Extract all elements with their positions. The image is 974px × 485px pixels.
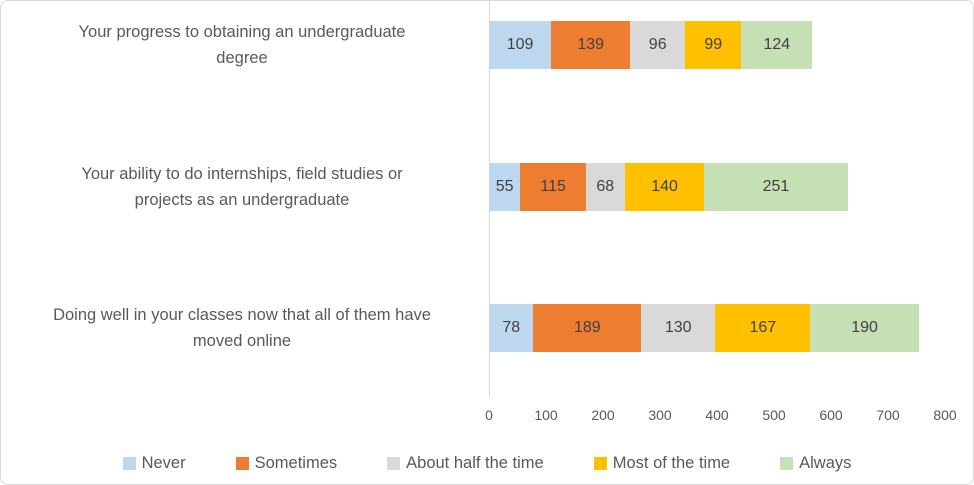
x-axis-tick-label: 100 (534, 407, 558, 423)
bar-segment-about-half-the-time: 96 (630, 21, 686, 69)
bar-segment-most-of-the-time: 167 (715, 304, 811, 352)
bar-segment-about-half-the-time: 130 (641, 304, 716, 352)
legend-label: Sometimes (254, 454, 338, 472)
data-label: 130 (664, 319, 692, 336)
category-label: Your ability to do internships, field st… (81, 165, 403, 209)
x-axis-tick-label: 400 (705, 407, 729, 423)
legend-item-about-half-the-time: About half the time (387, 454, 544, 473)
legend-label: About half the time (406, 454, 544, 472)
legend-label: Never (141, 454, 186, 472)
bar-segment-always: 251 (704, 163, 848, 211)
legend-item-always: Always (780, 454, 851, 473)
legend-item-sometimes: Sometimes (235, 454, 338, 473)
x-axis-tick-label: 600 (819, 407, 843, 423)
data-label: 189 (573, 319, 601, 336)
stacked-bar: 55 115 68 140 251 (489, 163, 848, 211)
bar-segment-always: 190 (810, 304, 919, 352)
legend-swatch-icon (593, 457, 607, 470)
data-label: 190 (851, 319, 878, 336)
x-axis-tick-label: 200 (591, 407, 615, 423)
x-axis-tick-label: 500 (762, 407, 786, 423)
bar-segment-most-of-the-time: 99 (685, 21, 742, 69)
data-label: 96 (648, 36, 667, 53)
legend-swatch-icon (235, 457, 249, 470)
data-label: 55 (495, 178, 514, 195)
data-label: 167 (749, 319, 777, 336)
legend-swatch-icon (780, 457, 794, 470)
legend: Never Sometimes About half the time Most of… (1, 454, 973, 473)
data-label: 68 (596, 178, 615, 195)
legend-label: Most of the time (612, 454, 731, 472)
legend-swatch-icon (122, 457, 136, 470)
data-label: 140 (651, 178, 678, 195)
bar-segment-never: 109 (489, 21, 552, 69)
legend-item-most-of-the-time: Most of the time (593, 454, 731, 473)
bar-segment-always: 124 (741, 21, 813, 69)
legend-swatch-icon (387, 457, 401, 470)
bar-segment-most-of-the-time: 140 (624, 163, 705, 211)
bar-segment-sometimes: 115 (520, 163, 586, 211)
bar-segment-never: 78 (489, 304, 534, 352)
legend-item-never: Never (122, 454, 186, 473)
data-label: 78 (502, 319, 521, 336)
data-label: 115 (540, 178, 566, 195)
bar-segment-never: 55 (489, 163, 521, 211)
data-label: 251 (762, 178, 790, 195)
bar-segment-sometimes: 189 (533, 304, 642, 352)
x-axis-tick-label: 800 (933, 407, 957, 423)
x-axis: 0 100 200 300 400 500 600 700 800 (1, 407, 973, 425)
x-axis-tick-label: 0 (485, 407, 493, 423)
data-label: 99 (704, 36, 723, 53)
x-axis-tick-label: 300 (648, 407, 672, 423)
data-label: 139 (577, 36, 605, 53)
stacked-bar: 109 139 96 99 124 (489, 21, 813, 69)
legend-label: Always (799, 454, 852, 472)
bar-segment-about-half-the-time: 68 (585, 163, 625, 211)
category-label: Doing well in your classes now that all … (53, 306, 431, 350)
data-label: 124 (763, 36, 791, 53)
bar-segment-sometimes: 139 (551, 21, 631, 69)
stacked-bar: 78 189 130 167 190 (489, 304, 919, 352)
data-label: 109 (506, 36, 534, 53)
x-axis-tick-label: 700 (876, 407, 900, 423)
category-label: Your progress to obtaining an undergradu… (78, 23, 406, 67)
